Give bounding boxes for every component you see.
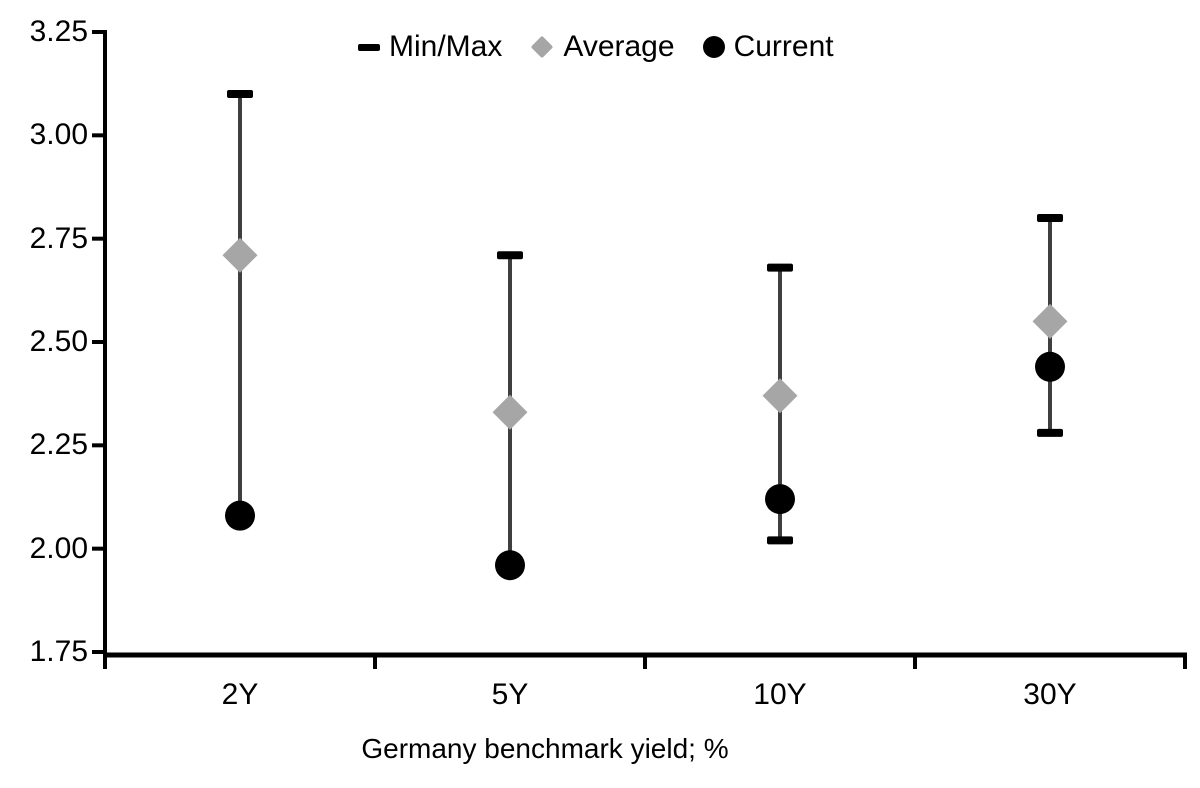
y-tick-label: 2.50 <box>29 325 88 358</box>
x-axis-title: Germany benchmark yield; % <box>361 733 729 764</box>
average-marker-5Y <box>492 394 528 430</box>
average-marker-10Y <box>762 378 798 414</box>
x-category-label: 2Y <box>221 678 259 711</box>
x-category-label: 10Y <box>753 678 807 711</box>
current-circle-icon <box>702 36 725 58</box>
legend-item-average: Average <box>530 30 675 64</box>
average-marker-2Y <box>222 237 258 273</box>
minmax-dash-icon <box>358 43 380 51</box>
current-marker-30Y <box>1035 351 1065 382</box>
min-cap-30Y <box>1037 428 1063 437</box>
max-cap-30Y <box>1037 214 1063 222</box>
current-marker-5Y <box>495 550 525 581</box>
legend-item-minmax: Min/Max <box>358 30 502 64</box>
legend: Min/Max Average Current <box>358 30 834 64</box>
max-cap-2Y <box>227 90 253 98</box>
y-tick-label: 1.75 <box>29 635 88 668</box>
legend-label-current: Current <box>733 30 834 63</box>
current-marker-2Y <box>225 500 255 531</box>
x-category-label: 30Y <box>1023 678 1077 711</box>
x-category-label: 5Y <box>491 678 529 711</box>
max-cap-5Y <box>497 251 523 260</box>
y-tick-label: 2.25 <box>29 428 88 462</box>
current-marker-10Y <box>765 484 795 515</box>
average-marker-30Y <box>1032 303 1068 339</box>
legend-label-minmax: Min/Max <box>389 30 503 63</box>
y-tick-label: 2.75 <box>29 221 88 255</box>
legend-label-average: Average <box>563 30 675 63</box>
min-cap-10Y <box>767 536 793 545</box>
y-tick-label: 2.00 <box>29 531 88 565</box>
y-tick-label: 3.00 <box>29 118 88 152</box>
max-cap-10Y <box>767 263 793 272</box>
legend-item-current: Current <box>702 30 834 64</box>
y-tick-label: 3.25 <box>29 15 88 48</box>
average-diamond-icon <box>531 35 554 59</box>
